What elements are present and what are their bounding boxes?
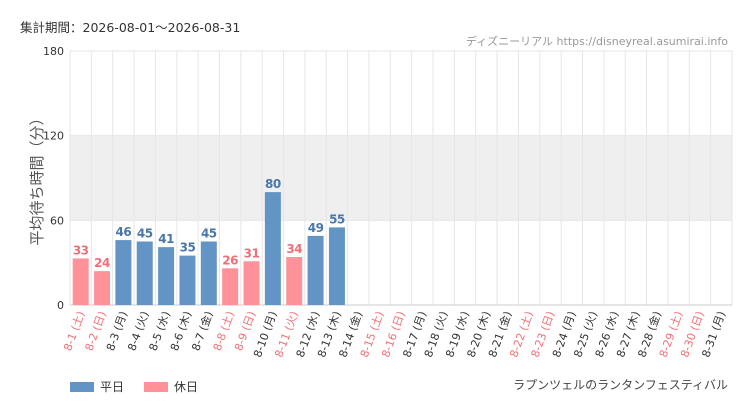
bar xyxy=(115,240,132,305)
legend-holiday-label: 休日 xyxy=(174,380,199,394)
site-credit: ディズニーリアル https://disneyreal.asumirai.inf… xyxy=(465,35,728,48)
data-label: 33 xyxy=(73,243,89,257)
data-label: 41 xyxy=(158,232,174,246)
y-tick-label: 60 xyxy=(50,214,64,227)
y-tick-label: 180 xyxy=(43,45,64,58)
y-tick-label: 0 xyxy=(57,299,64,312)
y-axis-title-wrap: 平均待ち時間（分） xyxy=(26,111,46,246)
legend-holiday: 休日 xyxy=(144,378,198,395)
data-label: 26 xyxy=(222,253,238,267)
period-label: 集計期間：2026-08-01〜2026-08-31 xyxy=(20,20,241,35)
data-label: 45 xyxy=(137,227,153,241)
bar xyxy=(200,241,217,305)
data-label: 80 xyxy=(265,177,281,191)
data-label: 34 xyxy=(286,242,302,256)
legend: 平日 休日 xyxy=(70,378,198,395)
data-label: 24 xyxy=(94,256,110,270)
bar xyxy=(222,268,239,305)
bar xyxy=(158,247,175,305)
bar xyxy=(286,257,303,305)
data-label: 45 xyxy=(201,227,217,241)
bar xyxy=(307,235,324,305)
data-label: 46 xyxy=(116,225,132,239)
bar xyxy=(328,227,345,305)
legend-weekday: 平日 xyxy=(70,378,124,395)
bar xyxy=(243,261,260,305)
attraction-name: ラプンツェルのランタンフェスティバル xyxy=(513,378,728,392)
bar xyxy=(72,258,89,305)
data-label: 55 xyxy=(329,212,345,226)
data-label: 49 xyxy=(308,221,324,235)
y-axis-title: 平均待ち時間（分） xyxy=(28,110,46,246)
legend-weekday-swatch xyxy=(70,381,94,392)
shaded-band xyxy=(70,135,732,221)
data-label: 35 xyxy=(180,241,196,255)
bar xyxy=(179,255,196,305)
bar xyxy=(264,192,281,305)
y-tick-label: 120 xyxy=(43,130,64,143)
bar xyxy=(94,271,111,305)
legend-weekday-label: 平日 xyxy=(100,380,125,394)
bar xyxy=(136,241,153,305)
data-label: 31 xyxy=(244,246,260,260)
legend-holiday-swatch xyxy=(144,381,169,392)
